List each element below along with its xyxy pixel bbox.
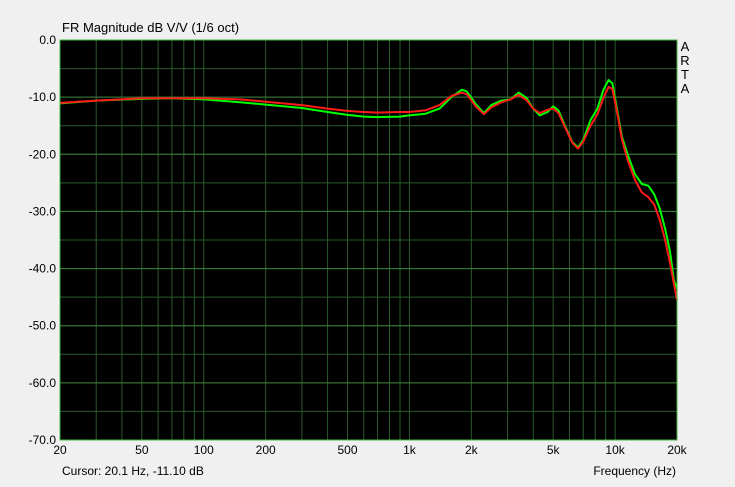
y-tick-label: -60.0 — [29, 376, 57, 390]
y-tick-label: 0.0 — [39, 33, 56, 47]
x-tick-label: 20 — [53, 443, 67, 457]
x-tick-label: 20k — [667, 443, 687, 457]
y-tick-label: -40.0 — [29, 262, 57, 276]
plot-frame — [59, 39, 678, 441]
y-tick-label: -50.0 — [29, 319, 57, 333]
x-tick-label: 5k — [547, 443, 561, 457]
series-lines — [59, 79, 678, 301]
y-tick-label: -20.0 — [29, 147, 57, 161]
x-tick-label: 1k — [403, 443, 417, 457]
chart-title: FR Magnitude dB V/V (1/6 oct) — [62, 20, 239, 35]
x-tick-label: 10k — [605, 443, 625, 457]
x-tick-label: 2k — [465, 443, 479, 457]
x-tick-label: 100 — [194, 443, 214, 457]
x-tick-label: 500 — [337, 443, 357, 457]
y-tick-label: -30.0 — [29, 204, 57, 218]
x-axis-label: Frequency (Hz) — [593, 464, 676, 478]
y-tick-label: -70.0 — [29, 433, 57, 447]
x-tick-label: 200 — [256, 443, 276, 457]
y-tick-label: -10.0 — [29, 90, 57, 104]
series-line-2 — [59, 85, 678, 301]
grid-lines — [60, 40, 677, 440]
x-tick-label: 50 — [135, 443, 149, 457]
tick-labels: 20 50 100 200 500 1k 2k 5k 10k 20k 0.0 -10.0 -20.0 -3… — [29, 33, 688, 457]
cursor-readout: Cursor: 20.1 Hz, -11.10 dB — [62, 464, 204, 478]
